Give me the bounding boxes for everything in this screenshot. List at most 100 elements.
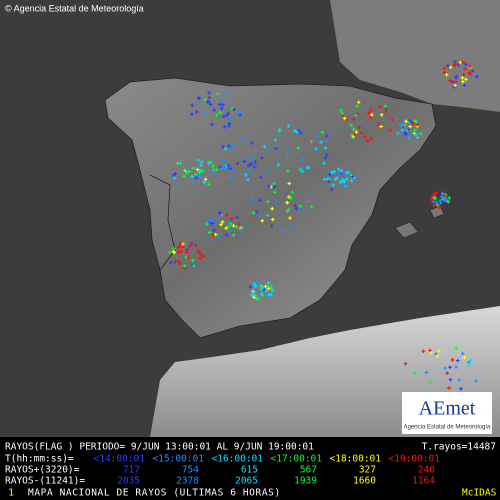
lightning-strike <box>461 79 465 84</box>
lightning-strike <box>209 218 213 223</box>
lightning-strike <box>206 182 211 187</box>
lightning-strike <box>429 196 434 201</box>
lightning-strike <box>250 141 255 145</box>
lightning-strike <box>172 246 176 251</box>
lightning-strike <box>224 233 229 237</box>
lightning-strike <box>356 100 361 105</box>
lightning-strike <box>228 118 233 123</box>
lightning-strike <box>169 260 173 265</box>
lightning-strike <box>350 133 354 137</box>
lightning-strike <box>265 149 270 153</box>
lightning-strike <box>454 346 459 351</box>
lightning-strike <box>270 217 275 222</box>
interval-label: <16:00:01 <box>212 454 264 465</box>
lightning-strike <box>274 143 278 148</box>
lightning-strike <box>254 280 259 284</box>
credit: © Agencia Estatal de Meteorología <box>5 3 144 13</box>
lightning-strike <box>239 228 243 232</box>
lightning-strike <box>285 153 290 158</box>
lightning-strike <box>249 162 254 166</box>
lightning-strike <box>227 124 231 128</box>
lightning-strikes <box>167 59 479 401</box>
lightning-strike <box>172 176 177 181</box>
lightning-strike <box>232 107 236 112</box>
lightning-strike <box>454 74 459 79</box>
lightning-strike <box>298 167 303 172</box>
lightning-strike <box>415 122 420 127</box>
lightning-strike <box>177 244 182 248</box>
lightning-strike <box>218 165 222 169</box>
lightning-strike <box>325 140 330 144</box>
lightning-strike <box>293 129 297 133</box>
lightning-strike <box>305 199 310 204</box>
lightning-strike <box>448 365 452 370</box>
lightning-strike <box>400 128 405 133</box>
lightning-strike <box>256 296 260 301</box>
lightning-strike <box>448 65 453 70</box>
lightning-strike <box>270 206 275 211</box>
lightning-strike <box>190 103 195 108</box>
lightning-strike <box>258 213 262 218</box>
lightning-strike <box>227 228 232 233</box>
lightning-strike <box>203 97 207 102</box>
lightning-strike <box>366 110 371 115</box>
lightning-strike <box>200 168 205 173</box>
positive-count: 327 <box>359 465 376 476</box>
interval-label: <17:00:01 <box>271 454 323 465</box>
lightning-strike <box>363 135 367 139</box>
lightning-strike <box>306 166 310 171</box>
time-label: T(hh:mm:ss)= <box>5 454 74 465</box>
lightning-strike <box>398 123 403 127</box>
lightning-strike <box>191 264 196 268</box>
lightning-strike <box>438 198 442 203</box>
negative-count: 2065 <box>235 476 258 487</box>
positive-count: 717 <box>123 465 140 476</box>
lightning-strike <box>461 73 466 77</box>
lightning-strike <box>182 174 186 178</box>
lightning-strike <box>401 125 405 129</box>
lightning-strike <box>195 249 200 253</box>
lightning-strike <box>219 106 224 111</box>
lightning-strike <box>415 135 420 140</box>
lightning-strike <box>277 128 282 133</box>
lightning-strike <box>242 159 247 164</box>
lightning-strike <box>340 111 344 116</box>
lightning-strike <box>251 157 255 162</box>
lightning-strike <box>212 108 216 112</box>
lightning-strike <box>252 165 257 169</box>
lightning-strike <box>222 124 227 129</box>
lightning-strike <box>337 167 341 171</box>
lightning-strike <box>276 163 281 167</box>
lightning-strike <box>357 125 362 130</box>
lightning-strike <box>300 166 305 171</box>
lightning-strike <box>185 170 189 175</box>
lightning-strike <box>217 217 221 222</box>
lightning-strike <box>235 215 239 220</box>
lightning-strike <box>210 122 214 127</box>
lightning-strike <box>266 199 270 204</box>
lightning-strike <box>293 203 298 208</box>
lightning-strike <box>290 190 295 195</box>
lightning-strike <box>264 292 269 297</box>
lightning-strike <box>323 156 328 160</box>
lightning-strike <box>227 144 231 148</box>
lightning-strike <box>260 156 264 160</box>
lightning-strike <box>214 167 219 172</box>
lightning-strike <box>378 104 382 109</box>
lightning-strike <box>446 199 450 203</box>
lightning-strike <box>296 146 301 150</box>
lightning-strike <box>253 284 258 289</box>
total: T.rayos=14487 <box>422 442 496 453</box>
lightning-strike <box>366 139 370 143</box>
lightning-strike <box>231 224 236 228</box>
footer-index: 1 <box>8 488 14 499</box>
lightning-strike <box>228 175 233 180</box>
lightning-strike <box>331 183 336 188</box>
lightning-strike <box>379 113 384 117</box>
positive-count: 567 <box>300 465 317 476</box>
lightning-strike <box>237 110 242 115</box>
lightning-strike <box>448 78 452 83</box>
lightning-strike <box>412 118 417 123</box>
lightning-strike <box>187 169 191 174</box>
lightning-strike <box>388 128 392 133</box>
